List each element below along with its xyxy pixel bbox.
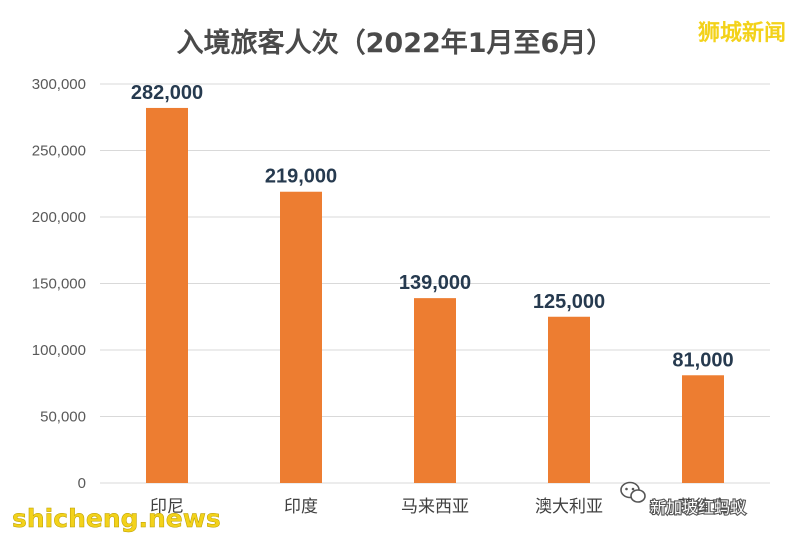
y-tick-label: 300,000: [32, 76, 86, 93]
bars: [146, 107, 724, 484]
data-label: 81,000: [672, 349, 733, 371]
site-watermark: shicheng.news: [12, 504, 221, 533]
y-tick-label: 100,000: [32, 342, 86, 359]
wechat-logo-icon: [620, 481, 646, 503]
bar: [146, 107, 188, 483]
y-axis: 0 50,000 100,000 150,000 200,000 250,000 300,0…: [32, 76, 86, 492]
y-tick-label: 50,000: [40, 409, 86, 426]
x-tick-label: 印尼: [150, 497, 184, 517]
data-label: 139,000: [399, 272, 471, 294]
bar: [414, 298, 456, 483]
wechat-account-name: 新加坡红蚂蚁: [650, 498, 746, 517]
bar: [682, 375, 724, 483]
data-labels: 282,000 219,000 139,000 125,000 81,000: [131, 82, 734, 371]
x-tick-label: 印度: [284, 497, 318, 517]
y-tick-label: 0: [78, 475, 86, 492]
x-tick-label: 澳大利亚: [535, 497, 603, 517]
bar: [548, 316, 590, 483]
wechat-watermark: 新加坡红蚂蚁: [620, 481, 747, 518]
brand-watermark: 狮城新闻: [698, 20, 786, 46]
x-tick-label: 菲律宾: [678, 497, 729, 517]
y-tick-label: 200,000: [32, 209, 86, 226]
chart-title: 入境旅客人次（2022年1月至6月）: [177, 27, 614, 59]
y-tick-label: 150,000: [32, 276, 86, 293]
data-label: 282,000: [131, 82, 203, 104]
data-label: 125,000: [533, 291, 605, 313]
x-tick-label: 马来西亚: [401, 497, 469, 517]
bar: [280, 191, 322, 484]
data-label: 219,000: [265, 166, 337, 188]
y-tick-label: 250,000: [32, 143, 86, 160]
x-axis: 印尼 印度 马来西亚 澳大利亚 菲律宾: [150, 497, 729, 517]
